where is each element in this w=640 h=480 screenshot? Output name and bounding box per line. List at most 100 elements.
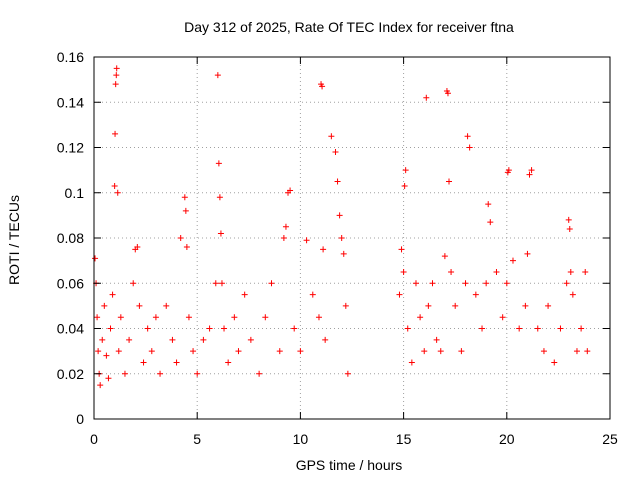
data-point [563,280,570,287]
data-point [526,171,533,178]
data-point [444,90,451,97]
data-point [483,280,490,287]
data-points [92,65,591,389]
y-tick-label: 0.04 [57,321,84,337]
data-point [503,280,510,287]
data-point [95,348,102,355]
data-point [225,359,232,366]
data-point [177,235,184,241]
data-point [485,201,492,208]
data-point [144,325,151,332]
data-point [433,336,440,343]
data-point [256,370,263,377]
data-point [262,314,269,321]
y-tick-label: 0.02 [57,366,84,382]
data-point [400,268,407,275]
y-tick-label: 0.1 [65,185,85,201]
y-tick-label: 0.06 [57,275,84,291]
y-axis-label: ROTI / TECUs [6,195,22,285]
grid-lines [94,57,610,419]
data-point [336,212,343,219]
data-point [334,178,341,185]
data-point [157,370,164,377]
data-point [404,325,411,332]
data-point [462,280,469,287]
data-point [303,237,310,244]
data-point [322,336,329,343]
data-point [200,336,207,343]
data-point [448,268,455,275]
axis-ticks [93,56,611,420]
data-point [113,72,120,79]
data-point [479,325,486,332]
data-point [509,257,516,264]
data-point [505,167,512,174]
data-point [297,348,304,355]
data-point [452,302,459,309]
data-point [582,268,589,275]
data-point [282,223,289,230]
data-point [315,314,322,321]
data-point [215,160,222,167]
data-point [130,280,137,287]
data-point [182,207,189,214]
data-point [584,348,591,355]
x-tick-label: 0 [90,431,98,447]
data-point [499,314,506,321]
data-point [103,352,110,359]
data-point [109,291,116,298]
data-point [342,302,349,309]
data-point [190,348,197,355]
data-point [97,382,104,389]
data-point [94,314,101,321]
data-point [235,348,242,355]
data-point [458,348,465,355]
data-point [551,359,558,366]
y-tick-labels: 0 0.02 0.04 0.06 0.08 0.1 0.12 0.14 0.16 [57,49,84,427]
data-point [101,302,108,309]
data-point [340,250,347,257]
x-tick-label: 5 [193,431,201,447]
chart-title: Day 312 of 2025, Rate Of TEC Index for r… [184,19,514,35]
data-point [309,291,316,298]
data-point [212,280,219,287]
data-point [92,255,99,262]
data-point [112,81,119,88]
data-point [493,268,500,275]
data-point [117,314,124,321]
data-point [181,194,188,201]
data-point [569,291,576,298]
x-tick-label: 25 [602,431,618,447]
data-point [280,235,287,241]
data-point [121,370,128,377]
data-point [107,325,114,332]
data-point [464,133,471,140]
data-point [276,348,283,355]
data-point [291,325,298,332]
data-point [398,246,405,253]
data-point [421,348,428,355]
data-point [573,348,580,355]
data-point [557,325,564,332]
x-tick-labels: 0 5 10 15 20 25 [90,431,618,447]
data-point [522,302,529,309]
data-point [163,302,170,309]
data-point [319,83,326,90]
data-point [111,182,118,189]
data-point [545,302,552,309]
x-tick-label: 10 [293,431,309,447]
x-tick-label: 15 [396,431,412,447]
data-point [408,359,415,366]
data-point [140,359,147,366]
data-point [565,216,572,223]
data-point [115,348,122,355]
data-point [320,246,327,253]
data-point [148,348,155,355]
data-point [516,325,523,332]
data-point [441,253,448,260]
data-point [169,336,176,343]
data-point [534,325,541,332]
data-point [185,314,192,321]
data-point [425,302,432,309]
data-point [402,167,409,174]
